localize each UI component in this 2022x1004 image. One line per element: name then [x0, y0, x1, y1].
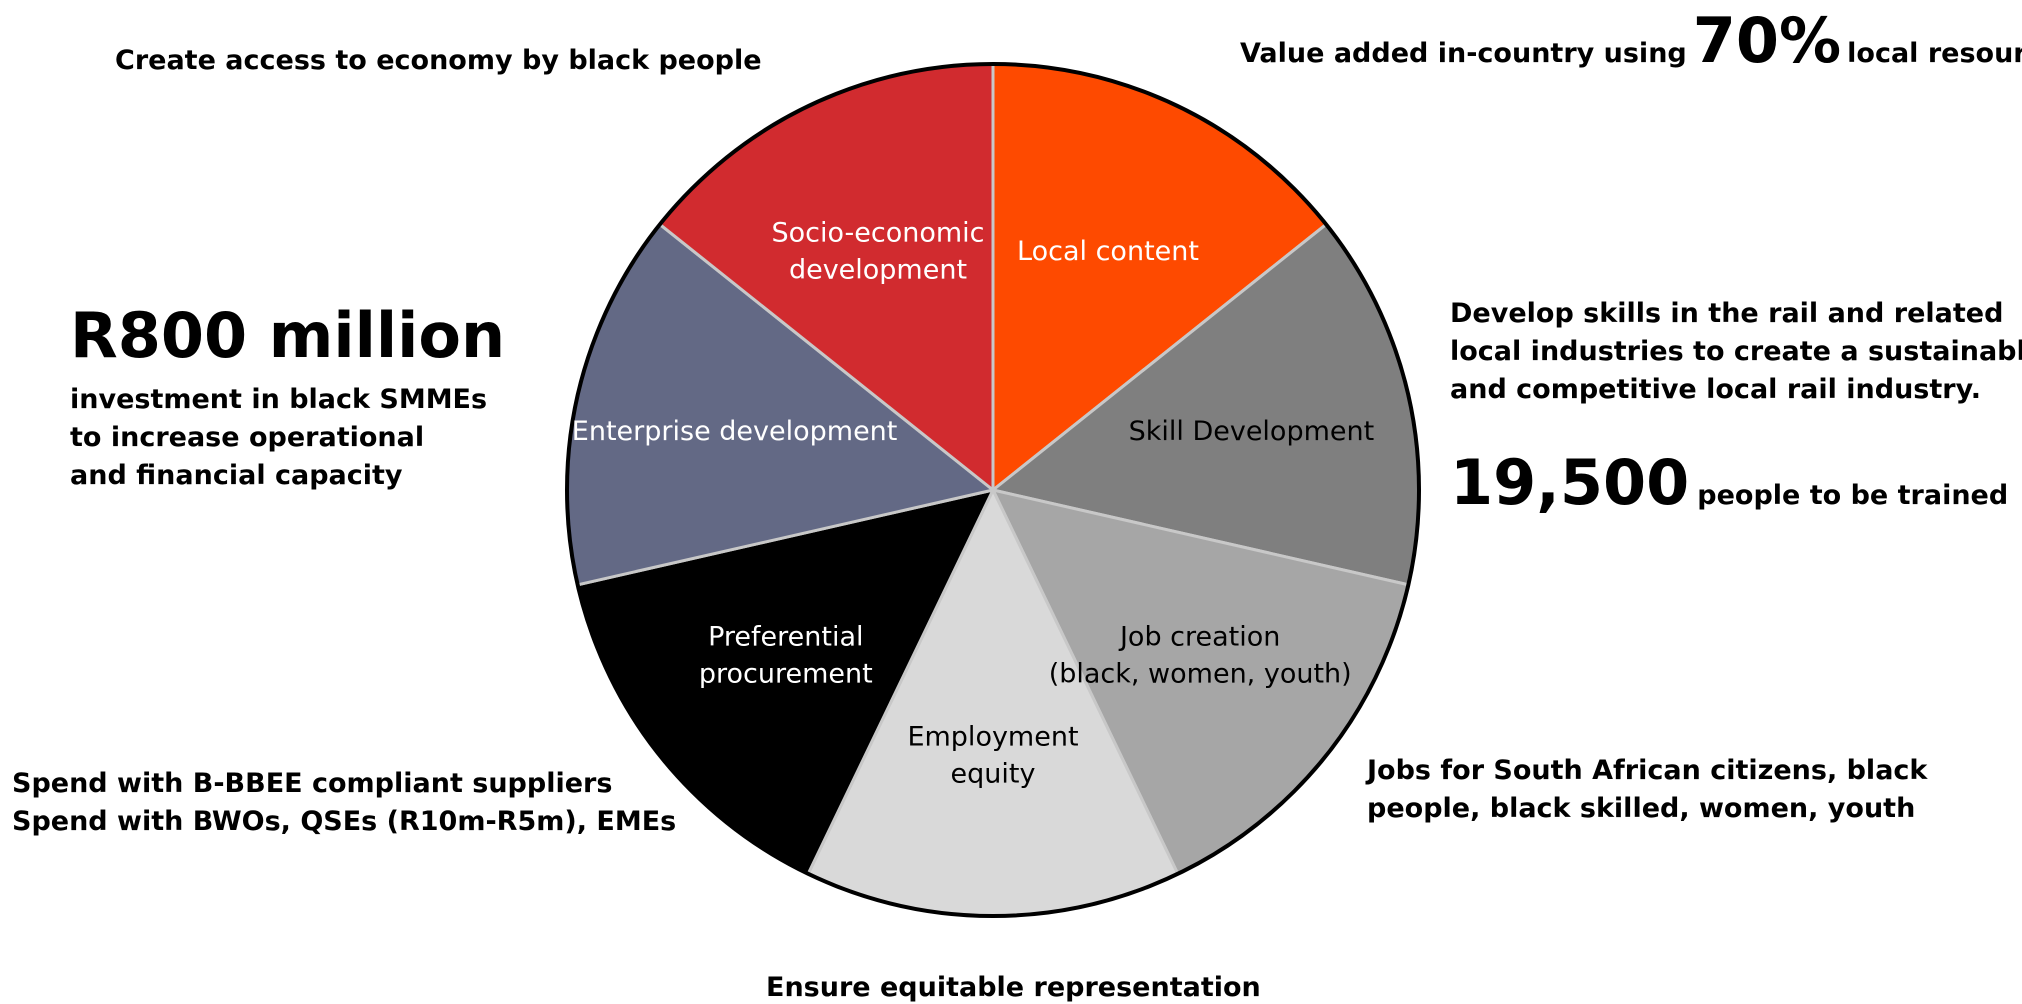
slice-label-enterprise-development: Enterprise development: [572, 416, 898, 447]
enterprise-line-1: investment in black SMMEs: [70, 384, 488, 415]
slice-label-line: Enterprise development: [572, 416, 898, 447]
slice-label-line: Skill Development: [1129, 416, 1375, 447]
wheel-outline: [565, 62, 1421, 918]
annotation-trained: 19,500 people to be trained: [1450, 452, 2008, 515]
skills-line-2: local industries to create a sustainable: [1450, 336, 2022, 367]
enterprise-line-3: and financial capacity: [70, 460, 403, 491]
slice-label-line: Job creation: [1118, 622, 1280, 653]
slice-label-skill-development: Skill Development: [1129, 416, 1375, 447]
slice-label-line: Socio-economic: [771, 218, 984, 249]
annotation-equity: Ensure equitable representation: [766, 972, 1261, 1003]
jobs-line-2: people, black skilled, women, youth: [1367, 793, 1916, 824]
local-content-prefix: Value added in-country using: [1240, 38, 1687, 69]
annotation-local-content: Value added in-country using 70% local r…: [1240, 4, 2022, 77]
procurement-line-2: Spend with BWOs, QSEs (R10m-R5m), EMEs: [12, 806, 677, 837]
slice-label-line: development: [789, 255, 967, 286]
local-content-figure: 70%: [1692, 4, 1842, 77]
enterprise-figure: R800 million: [70, 299, 506, 372]
trained-figure: 19,500: [1450, 446, 1690, 519]
slice-label-job-creation: Job creation (black, women, youth): [1049, 622, 1352, 690]
slice-label-line: Local content: [1017, 236, 1199, 267]
skills-line-3: and competitive local rail industry.: [1450, 374, 1981, 405]
annotation-economy-access: Create access to economy by black people: [115, 45, 762, 76]
slice-label-preferential-procurement: Preferential procurement: [699, 622, 873, 690]
procurement-line-1: Spend with B-BBEE compliant suppliers: [12, 768, 613, 799]
trained-caption: people to be trained: [1697, 480, 2009, 511]
local-content-suffix: local resources: [1847, 38, 2022, 69]
slice-label-local-content: Local content: [1017, 236, 1199, 267]
slice-label-line: (black, women, youth): [1049, 659, 1352, 690]
enterprise-line-2: to increase operational: [70, 422, 425, 453]
jobs-line-1: Jobs for South African citizens, black: [1367, 755, 1928, 786]
slice-label-socio-economic-development: Socio-economic development: [771, 218, 984, 286]
slice-label-line: procurement: [699, 659, 873, 690]
slice-label-line: Employment: [907, 722, 1078, 753]
slice-label-line: Preferential: [708, 622, 863, 653]
slice-label-employment-equity: Employment equity: [907, 722, 1078, 790]
skills-line-1: Develop skills in the rail and related: [1450, 298, 2004, 329]
slice-label-line: equity: [951, 759, 1036, 790]
